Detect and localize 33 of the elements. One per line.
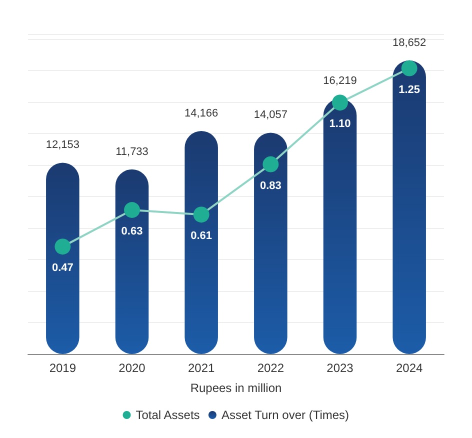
data-label: 16,219 [323,75,357,88]
point [262,156,279,172]
x-tick-label: 2022 [257,361,284,375]
x-tick-label: 2019 [49,361,76,375]
data-label: 0.63 [121,226,143,238]
data-label: 12,153 [46,139,80,152]
point [54,238,71,255]
data-label: 14,057 [254,109,288,122]
bar [115,169,149,354]
point [401,60,418,76]
x-tick-label: 2024 [396,361,424,375]
bar [254,132,288,354]
data-label: 14,166 [184,108,218,120]
data-label: 0.61 [190,230,212,242]
data-label: 0.83 [260,180,282,192]
x-axis-title: Rupees in million [190,381,282,395]
point [193,206,210,223]
point [124,202,140,218]
bar [392,60,426,354]
data-label: 1.25 [398,84,420,96]
point [332,94,348,111]
data-label: 1.10 [329,118,351,130]
data-label: 11,733 [116,146,148,158]
data-label: 0.47 [52,262,74,274]
legend-label: Asset Turn over (Times) [221,408,350,422]
bar [184,131,218,354]
x-tick-label: 2021 [188,361,216,375]
legend-label: Total Assets [136,408,200,422]
x-tick-label: 2023 [326,361,354,375]
x-tick-label: 2020 [118,361,146,375]
bar [323,98,357,354]
bar [46,162,80,354]
data-label: 18,652 [392,36,426,49]
